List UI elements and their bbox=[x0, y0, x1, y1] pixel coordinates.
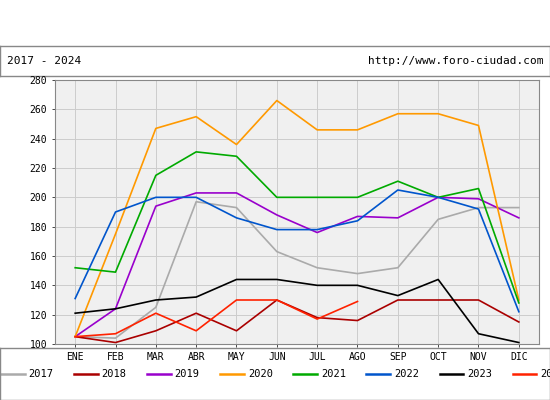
Text: 2023: 2023 bbox=[467, 369, 492, 379]
Text: 2020: 2020 bbox=[248, 369, 273, 379]
Text: 2017 - 2024: 2017 - 2024 bbox=[7, 56, 81, 66]
Text: 2021: 2021 bbox=[321, 369, 346, 379]
Text: http://www.foro-ciudad.com: http://www.foro-ciudad.com bbox=[368, 56, 543, 66]
Text: Evolucion del paro registrado en Arjonilla: Evolucion del paro registrado en Arjonil… bbox=[84, 16, 466, 30]
Text: 2017: 2017 bbox=[29, 369, 53, 379]
Text: 2018: 2018 bbox=[102, 369, 126, 379]
Text: 2024: 2024 bbox=[540, 369, 550, 379]
Text: 2019: 2019 bbox=[175, 369, 200, 379]
Text: 2022: 2022 bbox=[394, 369, 419, 379]
